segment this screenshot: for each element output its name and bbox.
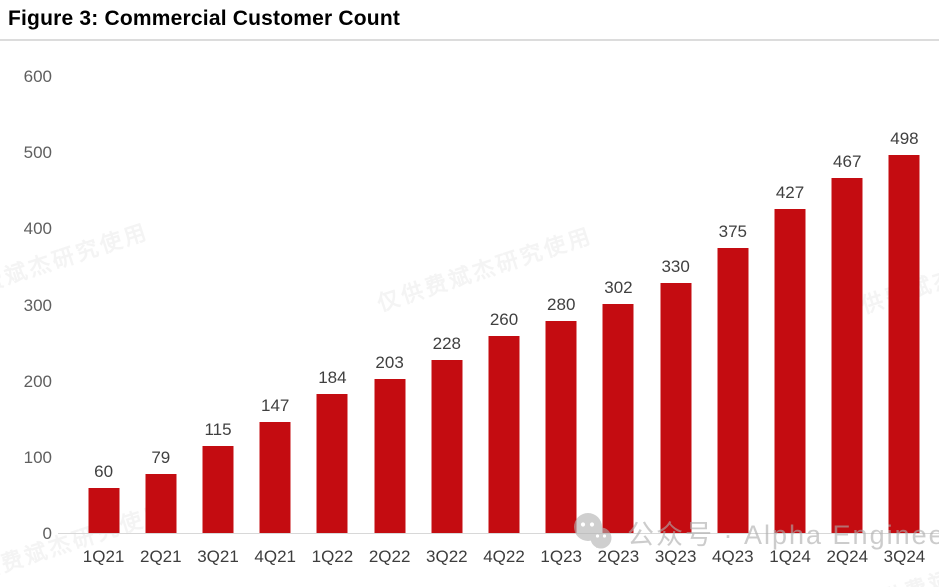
bar-column-1Q23: 280 1Q23	[533, 77, 590, 566]
data-label: 330	[661, 256, 690, 276]
data-label: 467	[833, 152, 862, 172]
data-label: 280	[547, 294, 576, 314]
data-label: 228	[432, 334, 461, 354]
bar-1Q23	[545, 320, 577, 534]
bar-column-1Q24: 427 1Q24	[761, 77, 818, 566]
bar-column-4Q21: 147 4Q21	[247, 77, 304, 566]
bar-column-1Q21: 60 1Q21	[75, 77, 132, 566]
data-label: 427	[775, 182, 805, 202]
data-label: 115	[204, 420, 232, 440]
x-tick-label: 4Q23	[712, 547, 754, 566]
x-tick-label: 2Q21	[140, 547, 182, 566]
x-tick-label: 2Q24	[826, 547, 869, 566]
y-tick-label: 400	[23, 219, 52, 239]
bar-column-3Q21: 115 3Q21	[189, 77, 246, 566]
bar-3Q22	[431, 360, 463, 534]
y-tick-label: 300	[23, 295, 52, 315]
x-tick-label: 4Q22	[483, 547, 525, 566]
bar-4Q22	[488, 335, 520, 534]
data-label: 498	[890, 128, 919, 148]
bar-2Q23	[602, 303, 634, 534]
x-tick-label: 1Q23	[540, 547, 583, 566]
bar-2Q21	[145, 473, 177, 534]
bar-column-3Q23: 330 3Q23	[647, 77, 704, 566]
y-tick-label: 500	[23, 143, 52, 163]
data-label: 203	[375, 353, 404, 373]
bar-1Q22	[316, 393, 348, 534]
bar-column-3Q24: 498 3Q24	[876, 77, 933, 566]
bar-3Q23	[660, 282, 692, 534]
data-label: 147	[261, 396, 290, 416]
bar-column-2Q24: 467 2Q24	[819, 77, 876, 566]
bar-column-4Q23: 375 4Q23	[704, 77, 761, 566]
data-label: 79	[151, 447, 171, 467]
bar-1Q21	[88, 488, 120, 534]
x-tick-label: 1Q22	[311, 547, 354, 566]
data-label: 260	[489, 309, 519, 329]
y-tick-label: 200	[23, 371, 52, 391]
figure-title: Figure 3: Commercial Customer Count	[8, 7, 401, 30]
figure-title-bar: Figure 3: Commercial Customer Count	[0, 0, 939, 41]
x-tick-label: 4Q21	[254, 547, 296, 566]
x-tick-label: 3Q24	[883, 547, 926, 566]
data-label: 184	[318, 367, 347, 387]
y-tick-label: 0	[42, 524, 52, 543]
data-label: 375	[718, 222, 748, 242]
x-tick-label: 2Q22	[368, 547, 411, 566]
bar-column-3Q22: 228 3Q22	[418, 77, 475, 566]
x-tick-label: 1Q21	[82, 547, 125, 566]
bar-2Q24	[831, 178, 863, 534]
bar-3Q24	[888, 154, 920, 534]
y-tick-label: 100	[23, 447, 52, 467]
plot-area: 60 1Q21 79 2Q21 115 3Q21 147 4Q21 184 1Q22 203 2Q22…	[75, 77, 933, 566]
x-tick-label: 3Q23	[654, 547, 697, 566]
bar-1Q24	[774, 208, 806, 534]
data-label: 302	[604, 277, 633, 297]
x-tick-label: 3Q21	[197, 547, 239, 566]
x-tick-label: 3Q22	[426, 547, 468, 566]
y-tick-label: 600	[23, 67, 52, 86]
bar-column-2Q22: 203 2Q22	[361, 77, 418, 566]
x-tick-label: 2Q23	[597, 547, 640, 566]
bar-column-2Q21: 79 2Q21	[132, 77, 189, 566]
bar-2Q22	[374, 379, 406, 534]
bar-column-4Q22: 260 4Q22	[475, 77, 532, 566]
bar-4Q21	[259, 422, 291, 534]
bar-3Q21	[202, 446, 234, 534]
x-axis-line	[58, 533, 939, 534]
data-label: 60	[94, 462, 114, 482]
x-tick-label: 1Q24	[769, 547, 811, 566]
bar-column-1Q22: 184 1Q22	[304, 77, 361, 566]
bar-4Q23	[717, 248, 749, 534]
bar-column-2Q23: 302 2Q23	[590, 77, 647, 566]
